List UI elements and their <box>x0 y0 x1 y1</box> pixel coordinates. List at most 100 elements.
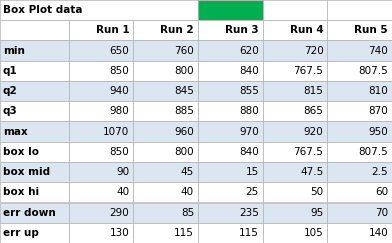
Text: 85: 85 <box>181 208 194 218</box>
Text: box lo: box lo <box>3 147 39 157</box>
Text: 767.5: 767.5 <box>294 147 323 157</box>
Bar <box>263 0 327 20</box>
Text: 95: 95 <box>310 208 323 218</box>
Bar <box>263 122 327 142</box>
Bar <box>198 142 263 162</box>
Text: 115: 115 <box>239 228 259 238</box>
Bar <box>327 101 392 122</box>
Text: 767.5: 767.5 <box>294 66 323 76</box>
Text: q2: q2 <box>3 86 18 96</box>
Text: err up: err up <box>3 228 39 238</box>
Bar <box>263 101 327 122</box>
Bar <box>69 142 133 162</box>
Text: 2.5: 2.5 <box>372 167 388 177</box>
Bar <box>263 202 327 223</box>
Text: 720: 720 <box>304 46 323 56</box>
Text: 47.5: 47.5 <box>300 167 323 177</box>
Bar <box>133 182 198 202</box>
Bar <box>69 41 133 61</box>
Text: max: max <box>3 127 27 137</box>
Bar <box>0 182 69 202</box>
Text: Run 3: Run 3 <box>225 25 259 35</box>
Bar <box>133 20 198 41</box>
Text: 960: 960 <box>174 127 194 137</box>
Bar <box>133 122 198 142</box>
Text: err down: err down <box>3 208 56 218</box>
Text: 980: 980 <box>110 106 129 116</box>
Text: 290: 290 <box>110 208 129 218</box>
Bar <box>133 81 198 101</box>
Bar <box>0 122 69 142</box>
Bar <box>0 20 69 41</box>
Text: 45: 45 <box>181 167 194 177</box>
Text: 130: 130 <box>110 228 129 238</box>
Text: 70: 70 <box>375 208 388 218</box>
Bar <box>133 223 198 243</box>
Text: 810: 810 <box>368 86 388 96</box>
Text: 840: 840 <box>239 66 259 76</box>
Text: 807.5: 807.5 <box>358 66 388 76</box>
Text: 940: 940 <box>110 86 129 96</box>
Bar <box>327 81 392 101</box>
Text: 970: 970 <box>239 127 259 137</box>
Text: 760: 760 <box>174 46 194 56</box>
Bar <box>198 223 263 243</box>
Text: 235: 235 <box>239 208 259 218</box>
Bar <box>69 223 133 243</box>
Bar <box>69 81 133 101</box>
Bar <box>327 182 392 202</box>
Bar <box>198 0 263 20</box>
Bar <box>69 101 133 122</box>
Bar <box>263 182 327 202</box>
Text: 807.5: 807.5 <box>358 147 388 157</box>
Bar <box>0 223 69 243</box>
Text: 25: 25 <box>245 187 259 197</box>
Bar <box>263 142 327 162</box>
Bar <box>133 202 198 223</box>
Text: 870: 870 <box>368 106 388 116</box>
Bar <box>327 41 392 61</box>
Text: 105: 105 <box>304 228 323 238</box>
Text: 90: 90 <box>116 167 129 177</box>
Bar <box>327 162 392 182</box>
Text: 845: 845 <box>174 86 194 96</box>
Bar <box>133 142 198 162</box>
Text: 15: 15 <box>245 167 259 177</box>
Text: 140: 140 <box>368 228 388 238</box>
Text: 620: 620 <box>239 46 259 56</box>
Bar <box>327 61 392 81</box>
Text: 800: 800 <box>174 66 194 76</box>
Bar <box>0 162 69 182</box>
Bar <box>69 202 133 223</box>
Bar <box>0 41 69 61</box>
Text: 650: 650 <box>110 46 129 56</box>
Bar <box>0 142 69 162</box>
Text: q3: q3 <box>3 106 18 116</box>
Text: 880: 880 <box>239 106 259 116</box>
Text: 800: 800 <box>174 147 194 157</box>
Bar <box>263 81 327 101</box>
Text: 40: 40 <box>116 187 129 197</box>
Text: 40: 40 <box>181 187 194 197</box>
Text: 840: 840 <box>239 147 259 157</box>
Text: 920: 920 <box>304 127 323 137</box>
Bar <box>69 20 133 41</box>
Bar <box>263 41 327 61</box>
Bar <box>327 202 392 223</box>
Text: Run 4: Run 4 <box>290 25 323 35</box>
Bar <box>0 0 198 20</box>
Bar <box>327 223 392 243</box>
Bar <box>0 81 69 101</box>
Bar <box>263 61 327 81</box>
Bar <box>198 20 263 41</box>
Bar <box>198 61 263 81</box>
Bar <box>69 122 133 142</box>
Bar <box>198 81 263 101</box>
Bar <box>198 41 263 61</box>
Text: box hi: box hi <box>3 187 39 197</box>
Text: 850: 850 <box>110 147 129 157</box>
Bar <box>327 20 392 41</box>
Bar <box>198 162 263 182</box>
Bar <box>263 20 327 41</box>
Text: 740: 740 <box>368 46 388 56</box>
